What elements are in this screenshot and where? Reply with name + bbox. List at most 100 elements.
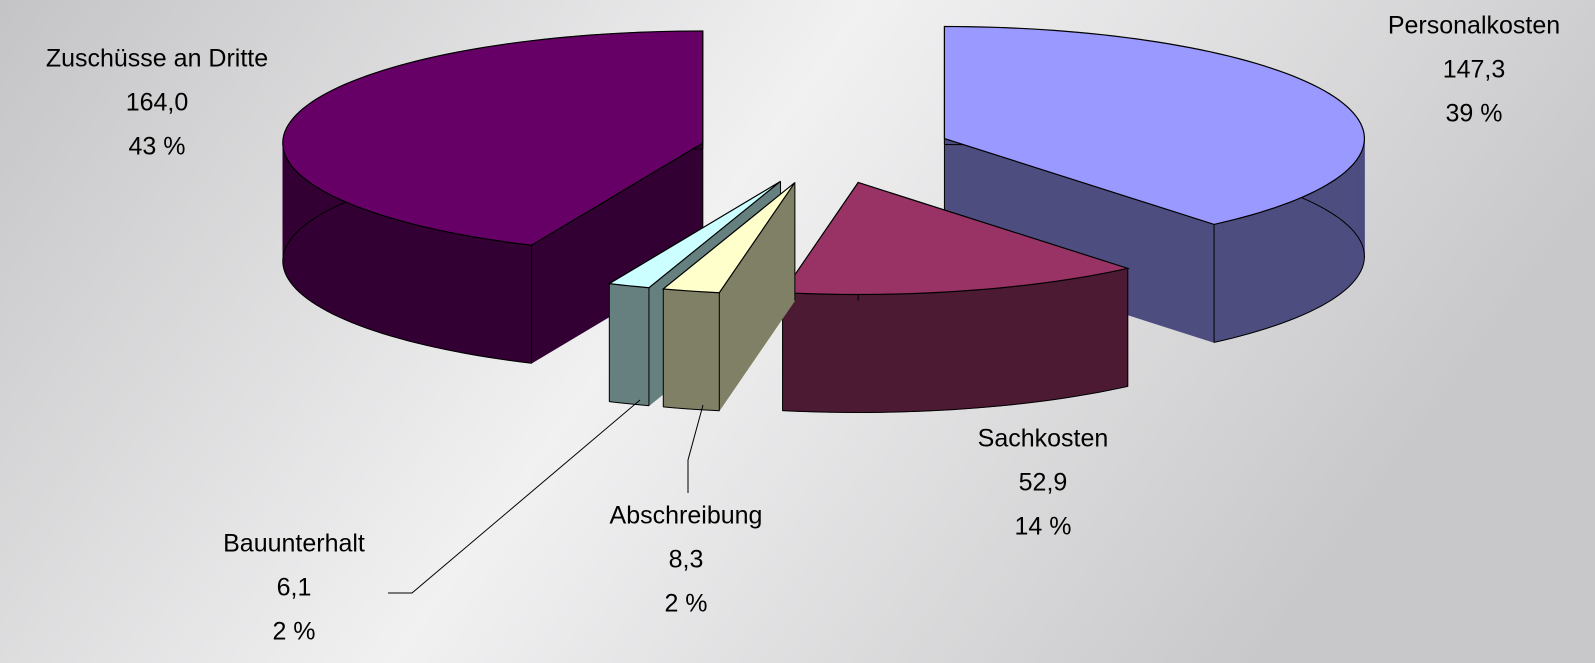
side-wall xyxy=(292,167,297,290)
value-label: 147,3 xyxy=(1443,56,1506,84)
slice xyxy=(607,180,781,289)
side-wall xyxy=(941,291,954,411)
side-wall xyxy=(1011,285,1024,406)
side-wall xyxy=(685,290,697,410)
side-wall xyxy=(1045,280,1057,402)
side-wall xyxy=(818,293,832,413)
side-wall xyxy=(1223,219,1234,341)
side-wall xyxy=(904,293,918,413)
side-wall xyxy=(1000,286,1013,407)
leader-line xyxy=(687,404,704,493)
side-wall xyxy=(1034,282,1047,403)
side-wall xyxy=(953,290,966,410)
side-wall xyxy=(1309,190,1317,313)
side-wall xyxy=(1321,184,1328,307)
category-label: Sachkosten xyxy=(978,425,1109,453)
side-wall xyxy=(1326,181,1333,304)
side-wall xyxy=(628,285,640,406)
slice xyxy=(661,182,796,294)
side-wall xyxy=(1077,275,1089,397)
side-wall xyxy=(1344,168,1349,292)
side-wall xyxy=(407,222,418,344)
side-wall xyxy=(638,286,650,407)
side-wall xyxy=(916,292,930,412)
leader-line xyxy=(388,399,641,594)
side-wall xyxy=(508,242,521,363)
side-wall xyxy=(321,189,328,312)
value-label: 8,3 xyxy=(669,546,704,574)
side-wall xyxy=(794,292,808,412)
side-wall xyxy=(497,240,510,361)
side-wall xyxy=(880,293,894,413)
side-outline xyxy=(782,385,1128,413)
slice xyxy=(781,181,1131,296)
side-wall xyxy=(1356,155,1360,279)
percent-label: 2 % xyxy=(272,618,315,646)
side-outline xyxy=(609,401,649,407)
side-wall xyxy=(381,214,391,337)
side-wall xyxy=(1108,270,1119,391)
side-wall xyxy=(988,287,1001,408)
side-wall xyxy=(326,192,334,315)
side-wall xyxy=(306,180,312,303)
side-wall xyxy=(1331,178,1337,301)
side-wall xyxy=(455,233,467,354)
slice xyxy=(943,25,1366,226)
side-wall xyxy=(1282,201,1291,324)
side-wall xyxy=(311,183,317,306)
side-wall xyxy=(892,293,906,413)
side-wall xyxy=(302,176,308,300)
side-wall xyxy=(976,288,990,409)
side-wall xyxy=(929,291,942,412)
side-wall xyxy=(476,236,488,358)
side-wall xyxy=(843,294,857,413)
side-wall xyxy=(398,219,409,342)
side-wall xyxy=(366,209,375,332)
slice-sides xyxy=(662,181,796,412)
side-wall xyxy=(1289,199,1298,321)
side-wall xyxy=(1296,196,1304,318)
side-wall xyxy=(1117,267,1129,389)
side-wall xyxy=(288,160,291,284)
side-wall xyxy=(662,288,675,409)
side-wall xyxy=(416,224,427,346)
side-wall xyxy=(486,238,499,360)
side-wall xyxy=(618,284,630,405)
side-outline xyxy=(663,406,720,412)
value-label: 52,9 xyxy=(1019,469,1068,497)
side-wall xyxy=(831,293,844,413)
side-wall xyxy=(338,198,346,321)
side-wall xyxy=(1023,283,1035,404)
side-wall xyxy=(855,294,869,413)
side-wall xyxy=(435,229,446,350)
percent-label: 2 % xyxy=(664,590,707,618)
value-label: 6,1 xyxy=(277,574,312,602)
value-label: 164,0 xyxy=(126,89,189,117)
side-wall xyxy=(674,289,686,410)
side-wall xyxy=(1351,161,1355,285)
side-wall xyxy=(1258,209,1268,332)
category-label: Personalkosten xyxy=(1388,12,1560,40)
side-wall xyxy=(707,291,720,412)
side-wall xyxy=(290,163,294,287)
side-wall xyxy=(965,289,978,410)
side-wall xyxy=(696,291,709,411)
category-label: Abschreibung xyxy=(610,502,763,530)
side-wall xyxy=(1056,279,1068,400)
side-wall xyxy=(1340,171,1346,295)
side-wall xyxy=(316,186,322,309)
side-wall xyxy=(351,204,360,326)
side-wall xyxy=(1232,217,1243,339)
side-wall xyxy=(299,173,304,297)
side-wall xyxy=(390,217,400,339)
side-wall xyxy=(1250,212,1260,334)
side-wall xyxy=(358,206,367,329)
side-wall xyxy=(445,231,456,352)
side-wall xyxy=(1098,272,1109,393)
side-wall xyxy=(1274,204,1283,327)
side-wall xyxy=(867,294,881,413)
side-wall xyxy=(465,235,477,356)
side-wall xyxy=(1241,214,1251,337)
side-wall xyxy=(345,201,353,324)
side-wall xyxy=(519,243,532,364)
